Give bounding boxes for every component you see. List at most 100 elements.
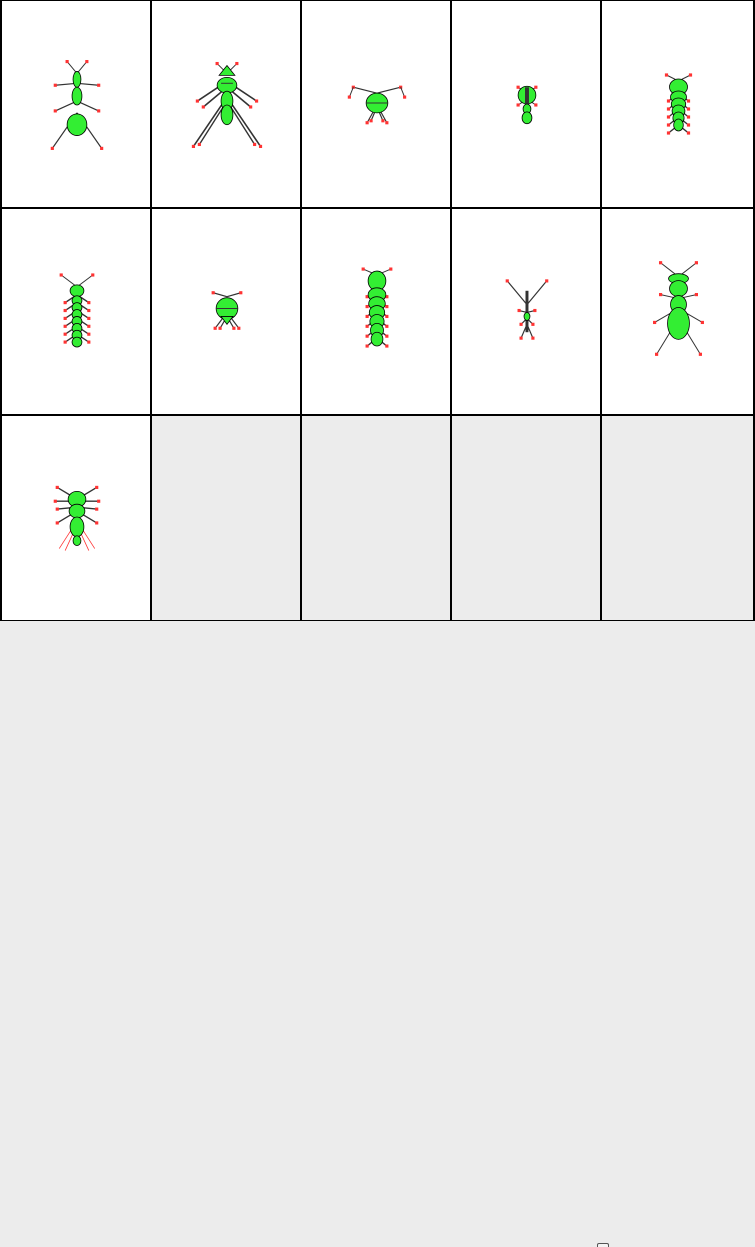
foot [191, 144, 196, 149]
foot [694, 261, 698, 265]
wasp-icon [653, 261, 704, 356]
empty-cell[interactable] [302, 416, 452, 622]
foot [85, 59, 89, 64]
foot [385, 324, 389, 328]
insect-drawing [59, 273, 95, 348]
foot [664, 73, 669, 77]
foot [385, 295, 389, 299]
foot [688, 73, 693, 77]
foot [655, 352, 659, 356]
foot [519, 336, 523, 340]
foot [63, 308, 67, 313]
insect-cell-spider[interactable] [0, 416, 152, 622]
foot [516, 103, 520, 107]
foot [658, 261, 663, 265]
antenna [76, 61, 88, 74]
scroll-handle[interactable] [597, 1243, 609, 1247]
foot [97, 109, 101, 113]
body-segment [523, 312, 531, 321]
insect-drawing [53, 485, 101, 551]
foot [365, 314, 369, 319]
foot [59, 273, 63, 277]
antenna [66, 61, 78, 74]
foot [519, 322, 523, 326]
foot [215, 61, 219, 66]
foot [385, 334, 389, 338]
foot [385, 121, 389, 125]
head [218, 64, 236, 76]
foot [100, 146, 104, 150]
body-segment [673, 118, 684, 132]
insect-cell-grub[interactable] [302, 209, 452, 416]
foot [258, 144, 263, 149]
foot [213, 326, 217, 330]
body-segment [667, 307, 690, 340]
insect-cell-mantis[interactable] [152, 1, 302, 209]
body-segment [66, 113, 88, 136]
body-segment [72, 71, 82, 88]
foot [666, 131, 671, 135]
foot [534, 103, 538, 107]
foot [50, 146, 54, 150]
foot [385, 304, 389, 309]
foot [53, 499, 57, 503]
insect-cell-stick[interactable] [452, 209, 602, 416]
insect-grid [0, 0, 755, 622]
foot [218, 326, 222, 330]
foot [365, 324, 369, 328]
larva-icon [664, 73, 693, 135]
foot [369, 119, 373, 123]
insect-cell-centipede[interactable] [0, 209, 152, 416]
insect-drawing [516, 85, 538, 125]
empty-cell[interactable] [452, 416, 602, 622]
leg [348, 87, 354, 98]
foot [700, 320, 704, 325]
foot [666, 123, 671, 127]
insect-cell-larva[interactable] [602, 1, 755, 209]
foot [63, 316, 67, 320]
foot [389, 267, 393, 271]
stick-icon [505, 279, 549, 340]
ant-icon [50, 59, 104, 150]
empty-cell[interactable] [602, 416, 755, 622]
spider-icon [53, 485, 101, 551]
foot [385, 344, 389, 348]
insect-drawing [653, 261, 704, 356]
antenna [526, 280, 548, 305]
foot [55, 521, 59, 525]
foot [255, 99, 259, 103]
foot [232, 326, 236, 330]
foot [694, 292, 698, 297]
foot [658, 292, 663, 297]
foot [237, 326, 241, 330]
foot [365, 334, 369, 338]
foot [698, 352, 702, 356]
foot [53, 83, 57, 87]
insect-drawing [505, 279, 549, 340]
body-segment [220, 104, 234, 126]
antenna [506, 280, 528, 305]
foot [235, 61, 239, 66]
insect-cell-beetle[interactable] [302, 1, 452, 209]
insect-cell-beetle-small[interactable] [152, 209, 302, 416]
foot [87, 308, 91, 313]
foot [381, 119, 385, 123]
foot [249, 105, 253, 109]
empty-cell[interactable] [152, 416, 302, 622]
insect-cell-wasp[interactable] [602, 209, 755, 416]
leg [400, 87, 406, 98]
insect-cell-ant[interactable] [0, 1, 152, 209]
foot [686, 115, 691, 119]
bottom-bar [0, 621, 755, 1247]
foot [686, 131, 691, 135]
beetle-icon [347, 85, 407, 125]
body-segment [69, 284, 85, 298]
antenna [76, 274, 94, 288]
insect-drawing [211, 291, 243, 330]
insect-cell-tick[interactable] [452, 1, 602, 209]
foot [686, 99, 691, 103]
mantis-icon [191, 61, 263, 149]
foot [95, 485, 99, 489]
foot [63, 340, 67, 344]
grub-icon [361, 267, 393, 348]
